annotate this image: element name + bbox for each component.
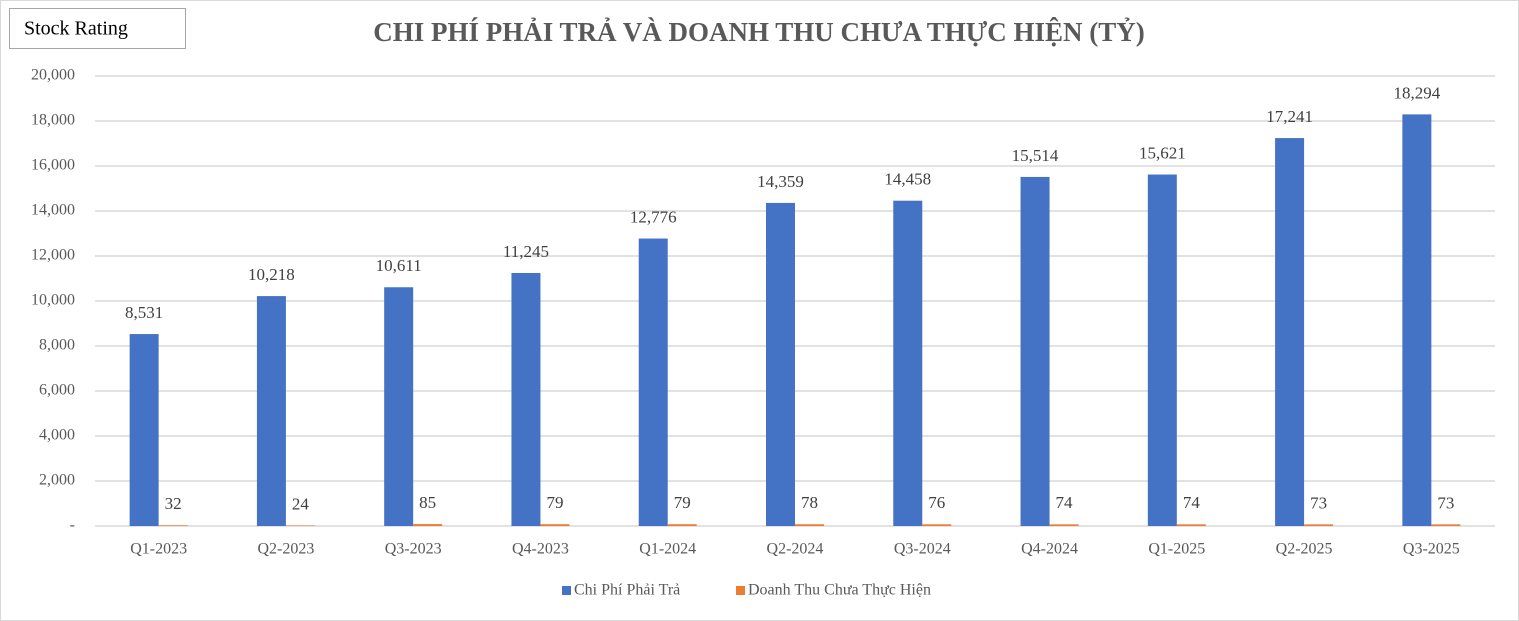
legend-label: Chi Phí Phải Trả <box>574 582 680 599</box>
x-tick-label: Q4-2023 <box>512 541 569 558</box>
data-label: 18,294 <box>1393 83 1440 102</box>
data-label: 85 <box>419 493 436 512</box>
y-tick-label: 14,000 <box>31 202 75 219</box>
data-label: 10,218 <box>248 265 295 284</box>
bar <box>1176 524 1206 526</box>
bar <box>158 525 188 526</box>
bar <box>511 272 541 526</box>
legend-swatch <box>736 586 745 595</box>
bar <box>285 525 315 526</box>
bar <box>795 524 824 526</box>
x-tick-label: Q1-2024 <box>639 541 696 558</box>
data-label: 79 <box>546 493 563 512</box>
x-tick-label: Q2-2024 <box>767 541 824 558</box>
bar <box>413 524 443 526</box>
bar <box>384 287 414 526</box>
badge-box <box>9 8 186 49</box>
data-label: 15,621 <box>1139 143 1186 162</box>
bar <box>922 524 952 526</box>
bar <box>540 524 570 526</box>
y-tick-label: 8,000 <box>39 337 75 354</box>
bar <box>667 524 697 526</box>
x-tick-label: Q2-2025 <box>1276 541 1333 558</box>
data-label: 74 <box>1183 493 1201 512</box>
bar <box>766 202 795 527</box>
data-label: 79 <box>674 493 691 512</box>
legend-label: Doanh Thu Chưa Thực Hiện <box>748 582 931 599</box>
x-tick-label: Q3-2024 <box>894 541 951 558</box>
bar <box>893 200 923 526</box>
data-label: 32 <box>165 494 182 513</box>
bar <box>638 238 668 527</box>
data-label: 74 <box>1056 493 1074 512</box>
bar <box>1049 524 1079 526</box>
x-tick-label: Q3-2025 <box>1403 541 1460 558</box>
data-label: 8,531 <box>125 303 163 322</box>
bar <box>1431 524 1461 526</box>
x-tick-label: Q1-2025 <box>1148 541 1205 558</box>
y-tick-label: 12,000 <box>31 247 75 264</box>
bar <box>1402 114 1432 526</box>
legend-swatch <box>562 586 571 595</box>
data-label: 78 <box>801 493 818 512</box>
bar <box>1020 176 1050 526</box>
bar <box>1304 524 1334 526</box>
y-tick-label: 20,000 <box>31 67 75 84</box>
bar <box>256 296 286 526</box>
data-label: 14,359 <box>757 172 804 191</box>
data-label: 76 <box>928 493 945 512</box>
bar <box>1275 138 1305 526</box>
bar <box>129 334 159 526</box>
bar <box>1147 174 1177 526</box>
x-tick-label: Q3-2023 <box>385 541 442 558</box>
x-tick-label: Q4-2024 <box>1021 541 1078 558</box>
x-tick-label: Q2-2023 <box>257 541 314 558</box>
data-label: 11,245 <box>503 242 549 261</box>
data-label: 14,458 <box>884 170 931 189</box>
badge: Stock Rating <box>24 18 128 40</box>
y-tick-label: 4,000 <box>39 427 75 444</box>
y-tick-label: 10,000 <box>31 292 75 309</box>
data-label: 73 <box>1437 493 1454 512</box>
y-tick-label: 18,000 <box>31 112 75 129</box>
data-label: 24 <box>292 494 310 513</box>
data-label: 15,514 <box>1012 146 1059 165</box>
data-label: 73 <box>1310 493 1327 512</box>
y-tick-label: - <box>70 517 75 534</box>
y-tick-label: 2,000 <box>39 472 75 489</box>
data-label: 12,776 <box>630 207 677 226</box>
chart-title: CHI PHÍ PHẢI TRẢ VÀ DOANH THU CHƯA THỰC … <box>373 17 1145 47</box>
x-tick-label: Q1-2023 <box>130 541 187 558</box>
y-tick-label: 6,000 <box>39 382 75 399</box>
data-label: 10,611 <box>376 256 422 275</box>
data-label: 17,241 <box>1266 107 1313 126</box>
y-tick-label: 16,000 <box>31 157 75 174</box>
